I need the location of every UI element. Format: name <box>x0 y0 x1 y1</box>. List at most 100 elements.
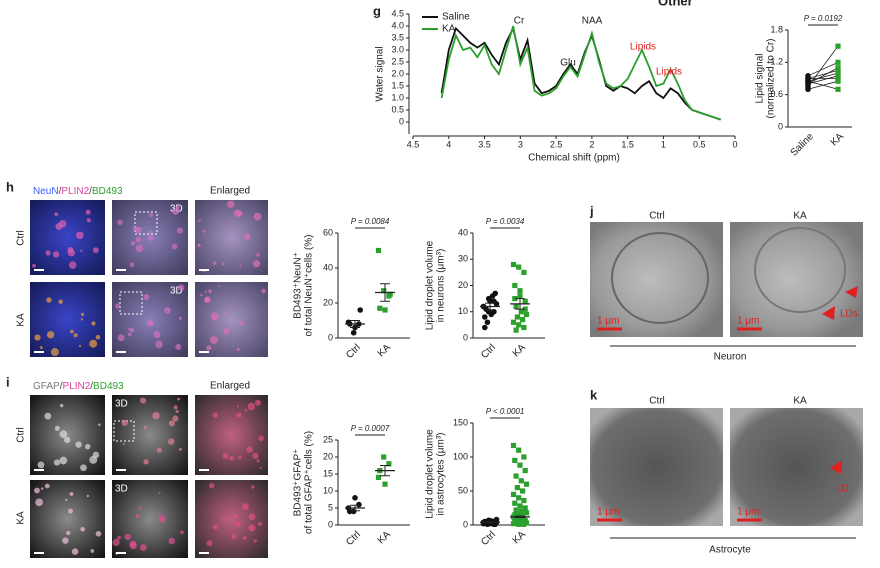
texture <box>91 321 96 326</box>
y-tick-label: 30 <box>458 254 468 264</box>
x-tick-label: 3 <box>518 139 523 149</box>
texture <box>158 512 161 516</box>
x-tick-label: Ctrl <box>344 529 363 548</box>
texture <box>221 262 225 266</box>
texture <box>244 233 251 240</box>
x-tick-label: KA <box>376 342 393 359</box>
y-axis-label: BD493⁺NeuN⁺ <box>293 252 304 319</box>
texture <box>129 542 137 550</box>
data-point <box>522 518 528 524</box>
texture <box>143 459 149 465</box>
texture <box>227 200 235 208</box>
texture <box>259 466 262 469</box>
pair-line <box>807 61 839 77</box>
data-point <box>517 293 523 299</box>
y-tick-label: 4.5 <box>391 8 404 18</box>
texture <box>117 219 123 226</box>
data-point <box>386 461 392 467</box>
data-point <box>381 288 387 294</box>
texture <box>135 226 142 234</box>
data-point <box>518 508 524 514</box>
texture <box>172 207 180 215</box>
texture <box>222 517 226 521</box>
error-bar <box>350 504 360 512</box>
y-tick-label: 40 <box>458 227 468 237</box>
texture <box>62 537 69 544</box>
texture <box>39 346 43 349</box>
texture <box>153 330 161 339</box>
data-point <box>520 488 526 494</box>
data-point <box>510 491 517 497</box>
texture <box>200 293 203 297</box>
data-point <box>512 457 518 463</box>
y-tick-label: 2.5 <box>391 56 404 66</box>
texture <box>223 327 230 335</box>
annotation: LD <box>836 484 849 495</box>
panel-letter: g <box>373 3 381 18</box>
texture <box>258 435 264 442</box>
error-bar <box>515 298 525 310</box>
data-point <box>352 495 358 501</box>
texture <box>256 253 260 257</box>
texture <box>135 236 142 243</box>
y-axis-label: of total NeuN⁺cells (%) <box>304 235 315 337</box>
x-tick-label: 1.5 <box>621 139 634 149</box>
texture <box>80 312 85 316</box>
x-tick-label: KA <box>511 529 528 546</box>
x-tick-label: Ctrl <box>344 342 363 361</box>
nucleus <box>754 227 846 313</box>
data-point <box>377 305 383 311</box>
data-point <box>514 314 520 320</box>
data-point <box>375 247 382 254</box>
texture <box>76 231 84 240</box>
texture <box>131 241 136 246</box>
x-tick-label: 1 <box>661 139 666 149</box>
x-tick-label: 4.5 <box>407 139 420 149</box>
texture <box>178 316 182 320</box>
texture <box>210 336 218 345</box>
y-tick-label: 25 <box>323 434 333 444</box>
column-label: Ctrl <box>649 211 665 222</box>
annotation: Lipids <box>630 42 656 53</box>
texture <box>208 289 212 294</box>
tag-3d: 3D <box>115 484 128 495</box>
texture <box>251 485 255 489</box>
texture <box>244 408 248 412</box>
scale-bar-label: 1 μm <box>597 507 619 518</box>
texture <box>92 247 99 254</box>
data-point <box>518 309 524 315</box>
em-image <box>590 408 723 526</box>
x-tick-label: KA <box>511 342 528 359</box>
y-tick-label: 2.0 <box>391 68 404 78</box>
tag-3d: 3D <box>115 399 128 410</box>
data-point <box>516 322 522 328</box>
texture <box>53 459 61 466</box>
texture <box>253 539 257 543</box>
x-tick-label: 4 <box>446 139 451 149</box>
x-tick-label: KA <box>829 131 846 148</box>
texture <box>135 244 144 253</box>
data-point <box>387 291 393 297</box>
y-tick-label: 5 <box>328 502 333 512</box>
scale-bar <box>34 351 44 353</box>
stain-label: GFAP/PLIN2/BD493 <box>33 381 124 392</box>
texture <box>95 530 102 537</box>
micrograph <box>30 200 105 275</box>
texture <box>117 535 121 540</box>
enlarged-label: Enlarged <box>210 186 250 197</box>
texture <box>84 443 91 450</box>
texture <box>71 548 79 555</box>
y-tick-label: 1.5 <box>391 80 404 90</box>
panel-letter: j <box>589 203 594 218</box>
texture <box>168 537 176 545</box>
texture <box>75 441 82 448</box>
data-point <box>835 59 841 65</box>
texture <box>32 263 36 268</box>
micrograph <box>195 282 268 357</box>
data-point <box>350 329 357 336</box>
texture <box>233 209 242 217</box>
texture <box>65 498 68 502</box>
data-point <box>512 512 518 518</box>
x-tick-label: KA <box>376 529 393 546</box>
caption: Neuron <box>714 352 747 363</box>
